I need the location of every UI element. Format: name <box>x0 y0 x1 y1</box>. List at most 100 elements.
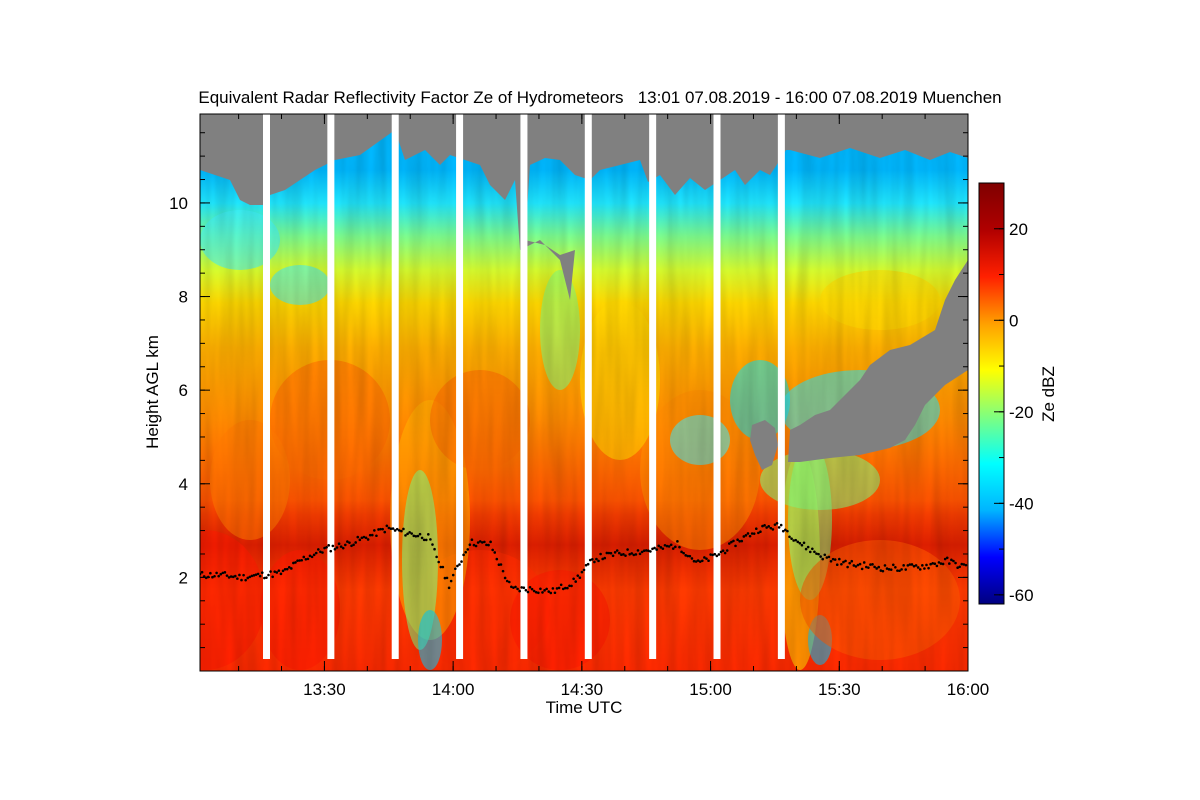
cloud-base-point <box>790 537 793 540</box>
y-tick-label: 4 <box>179 475 188 494</box>
cloud-base-point <box>929 562 932 566</box>
cloud-base-point <box>950 558 953 562</box>
colorbar-tick-label: -20 <box>1009 403 1034 422</box>
cloud-base-point <box>377 528 380 531</box>
cloud-base-point <box>273 570 277 573</box>
title-time-range: 13:01 07.08.2019 - 16:00 07.08.2019 <box>637 88 918 107</box>
cloud-base-point <box>931 562 935 565</box>
cloud-base-point <box>730 540 733 544</box>
cloud-base-point <box>512 586 515 589</box>
cloud-base-point <box>211 575 214 579</box>
cloud-base-point <box>478 540 482 543</box>
cloud-base-point <box>588 558 592 562</box>
cloud-base-point <box>549 591 553 595</box>
cloud-base-point <box>848 561 851 565</box>
cloud-base-point <box>736 538 739 542</box>
cloud-base-point <box>383 530 387 534</box>
cloud-base-point <box>744 534 748 537</box>
cloud-base-point <box>385 524 389 528</box>
cloud-base-point <box>505 579 509 583</box>
cloud-base-point <box>854 565 858 568</box>
cloud-base-point <box>908 563 912 566</box>
cloud-base-point <box>537 591 540 595</box>
cloud-base-point <box>559 583 563 587</box>
cloud-base-point <box>813 550 816 554</box>
colorbar: 20 0 -20 -40 -60 Ze dBZ <box>978 182 1058 605</box>
cloud-base-point <box>275 571 279 574</box>
cloud-base-point <box>935 564 939 568</box>
cloud-base-point <box>902 564 905 567</box>
cloud-base-point <box>835 563 839 567</box>
cloud-base-point <box>292 561 295 565</box>
cloud-base-point <box>680 550 683 554</box>
cloud-base-point <box>960 562 964 566</box>
cloud-base-point <box>362 535 366 539</box>
cloud-base-point <box>705 557 708 560</box>
cloud-base-point <box>487 543 490 547</box>
data-gap <box>391 114 399 659</box>
cloud-base-point <box>748 534 752 538</box>
cloud-base-point <box>294 561 297 564</box>
cloud-base-point <box>896 569 899 572</box>
cloud-base-point <box>462 553 465 557</box>
cloud-base-point <box>765 526 768 529</box>
cloud-base-point <box>846 565 849 569</box>
x-axis-title: Time UTC <box>546 698 623 717</box>
cloud-base-point <box>898 569 901 573</box>
cloud-base-point <box>958 565 961 569</box>
cloud-base-point <box>607 551 611 555</box>
cloud-base-point <box>719 550 723 554</box>
cloud-base-point <box>746 532 750 535</box>
cloud-base-point <box>732 539 735 543</box>
cloud-base-point <box>634 553 638 556</box>
cloud-base-point <box>418 532 422 536</box>
cloud-base-point <box>954 561 957 565</box>
cloud-base-point <box>543 589 546 592</box>
cloud-base-point <box>914 564 918 567</box>
cloud-base-point <box>443 576 447 580</box>
cloud-base-point <box>833 558 837 561</box>
cloud-base-point <box>240 578 243 582</box>
x-tick-label: 14:00 <box>432 680 475 699</box>
cloud-base-point <box>595 557 598 561</box>
cloud-base-point <box>277 569 281 572</box>
cloud-base-point <box>591 558 594 561</box>
cloud-base-point <box>547 590 551 593</box>
cloud-base-point <box>943 557 947 561</box>
cloud-base-point <box>804 547 808 551</box>
cloud-base-point <box>773 523 777 526</box>
cloud-base-point <box>499 563 503 566</box>
cloud-base-point <box>686 554 690 558</box>
cloud-base-point <box>663 543 667 547</box>
cloud-base-point <box>424 538 428 542</box>
cloud-base-point <box>325 546 328 549</box>
cloud-base-point <box>464 550 467 554</box>
data-gaps <box>263 114 785 659</box>
cloud-base-point <box>771 528 775 531</box>
no-data-pocket <box>750 420 778 470</box>
cloud-base-point <box>586 562 590 566</box>
cloud-base-point <box>331 544 335 548</box>
cloud-base-point <box>653 546 656 550</box>
y-tick-label: 10 <box>169 194 188 213</box>
cloud-base-point <box>709 553 712 556</box>
cloud-base-point <box>945 556 949 560</box>
cloud-base-point <box>379 527 382 531</box>
cloud-base-point <box>510 585 513 589</box>
cloud-base-point <box>580 570 584 574</box>
cloud-base-point <box>703 556 706 559</box>
cloud-base-point <box>329 549 333 553</box>
cloud-base-point <box>742 535 746 538</box>
cloud-base-point <box>356 535 360 539</box>
cloud-base-point <box>757 531 760 535</box>
colorbar-tick-label: 20 <box>1009 220 1028 239</box>
chart-title: Equivalent Radar Reflectivity Factor Ze … <box>0 88 1200 108</box>
x-tick-label: 15:00 <box>689 680 732 699</box>
cloud-base-point <box>281 569 285 573</box>
cloud-base-point <box>894 566 897 569</box>
no-data-region-right <box>788 260 968 462</box>
cloud-base-point <box>343 543 347 547</box>
cloud-base-point <box>503 576 507 580</box>
cloud-base-point <box>366 538 370 541</box>
cloud-base-point <box>647 549 650 553</box>
